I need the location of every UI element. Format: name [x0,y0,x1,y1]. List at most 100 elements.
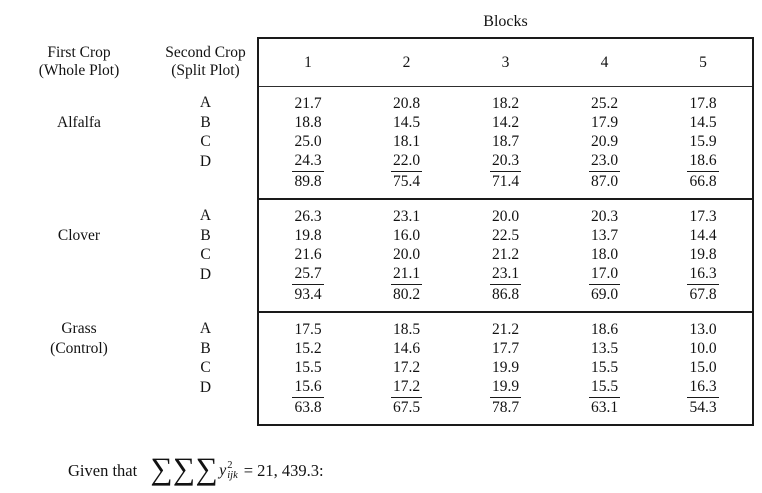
spacer-cell [4,151,154,172]
crop-label: Alfalfa [57,113,101,131]
underlined-value: 15.5 [588,377,621,398]
table-row-grass-d: D 15.6 17.2 19.9 15.5 16.3 [4,376,754,398]
block-total-cell: 63.8 [257,397,357,426]
split-plot-data-table: Blocks First Crop (Whole Plot) Second Cr… [4,6,754,426]
first-crop-header-line1: First Crop [47,44,111,61]
block-total-cell: 80.2 [357,284,456,313]
data-cell: 15.2 [257,338,357,358]
data-cell: 19.8 [257,225,357,245]
data-cell: 18.6 [590,320,619,338]
spacer-cell [154,172,258,199]
data-cell: 25.2 [590,94,619,112]
spacer-cell [4,264,154,285]
data-cell: 10.0 [654,338,754,358]
data-cell: 15.5 [257,357,357,377]
table-row-clover-totals: 93.4 80.2 86.8 69.0 67.8 [4,284,754,313]
blocks-title-row: Blocks [4,6,753,38]
treatment-label: A [199,207,212,224]
table-row-grass-a: Grass A 17.5 18.5 21.2 18.6 13.0 [4,311,754,339]
data-cell: 14.5 [654,112,754,132]
underlined-value: 17.0 [588,264,621,285]
spacer-cell [4,377,154,398]
underlined-value: 18.6 [687,151,719,172]
data-cell: 19.9 [491,358,520,376]
y-variable: y [219,461,227,479]
table-row-alfalfa-c: C 25.0 18.1 18.7 20.9 15.9 [4,131,754,151]
underlined-value: 23.0 [588,151,621,172]
y-superscript: 2 [227,459,233,471]
first-crop-header-line2: (Whole Plot) [38,62,120,79]
data-cell: 13.0 [654,311,754,339]
data-cell: 17.9 [590,113,619,131]
data-cell: 23.1 [392,207,421,225]
table-row-alfalfa-a: A 21.7 20.8 18.2 25.2 17.8 [4,86,754,113]
table-row-grass-totals: 63.8 67.5 78.7 63.1 54.3 [4,397,754,426]
data-cell: 20.3 [456,151,555,172]
underlined-value: 20.3 [489,151,522,172]
treatment-label: D [199,152,212,170]
spacer-cell [4,132,154,151]
underlined-value: 21.1 [390,264,423,285]
treatment-label: B [200,339,211,357]
spacer-cell [4,245,154,264]
first-crop-header: First Crop (Whole Plot) [4,38,154,86]
spacer-cell [154,285,258,312]
y-scripts: 2 ijk [227,459,238,481]
crop-label: (Control) [50,339,108,357]
block-total-cell: 66.8 [654,171,754,200]
crop-label [4,86,154,113]
spacer-cell [4,172,154,199]
data-cell: 26.3 [257,198,357,226]
spacer-cell [4,285,154,312]
table-row-alfalfa-b: Alfalfa B 18.8 14.5 14.2 17.9 14.5 [4,112,754,132]
treatment-label: A [199,94,212,112]
triple-summation-symbol: ∑∑∑ [150,450,219,486]
data-cell: 13.7 [590,226,619,244]
block-header-2: 2 [357,37,456,87]
data-cell: 14.4 [654,225,754,245]
data-cell: 22.5 [491,226,520,244]
block-total-cell: 69.0 [555,284,654,313]
data-cell: 17.7 [491,339,520,357]
underlined-value: 17.2 [390,377,423,398]
data-cell: 17.5 [257,311,357,339]
data-cell: 22.0 [357,151,456,172]
underlined-value: 16.3 [687,377,719,398]
given-formula: Given that ∑∑∑ y 2 ijk = 21, 439.3: [68,450,762,486]
data-cell: 16.3 [654,263,754,285]
treatment-label: C [200,132,211,150]
block-total-cell: 54.3 [654,397,754,426]
treatment-label: B [200,226,211,244]
data-cell: 23.1 [456,264,555,285]
data-cell: 23.0 [555,151,654,172]
spacer-cell [4,358,154,377]
block-header-5: 5 [654,37,754,87]
data-cell: 17.8 [654,86,754,113]
data-cell: 17.2 [357,377,456,398]
data-cell: 18.7 [491,132,520,150]
table-row-clover-b: Clover B 19.8 16.0 22.5 13.7 14.4 [4,225,754,245]
data-cell: 24.3 [257,150,357,172]
data-cell: 18.5 [392,320,421,338]
data-cell: 19.9 [456,377,555,398]
data-cell: 20.9 [590,132,619,150]
crop-label [4,199,154,226]
data-cell: 18.6 [654,150,754,172]
data-cell: 21.7 [257,86,357,113]
table-row-grass-b: (Control) B 15.2 14.6 17.7 13.5 10.0 [4,338,754,358]
data-cell: 14.5 [392,113,421,131]
second-crop-header-line2: (Split Plot) [171,62,240,79]
data-cell: 25.7 [257,263,357,285]
underlined-value: 24.3 [292,151,324,172]
block-total-cell: 78.7 [456,397,555,426]
header-row: First Crop (Whole Plot) Second Crop (Spl… [4,37,754,87]
data-cell: 18.2 [491,94,520,112]
block-header-1: 1 [257,37,357,87]
data-cell: 15.5 [555,377,654,398]
underlined-value: 19.9 [489,377,522,398]
data-cell: 18.0 [590,245,619,263]
table-row-alfalfa-totals: 89.8 75.4 71.4 87.0 66.8 [4,171,754,200]
treatment-label: D [199,265,212,283]
crop-label: Grass [61,320,97,337]
